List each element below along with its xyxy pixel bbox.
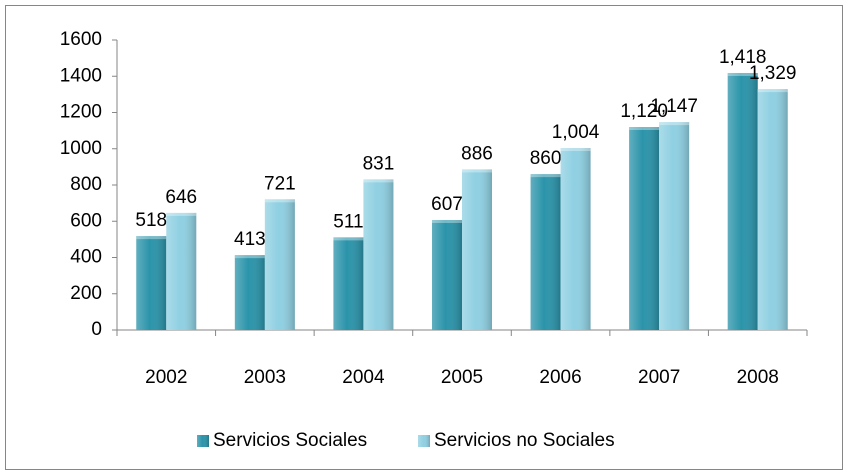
x-tick-label: 2003: [244, 367, 286, 388]
bar-top: [727, 72, 758, 76]
value-label: 1,329: [749, 63, 797, 84]
value-label: 1,147: [650, 96, 698, 117]
bar-top: [166, 212, 197, 216]
value-label: 860: [530, 148, 562, 169]
legend-swatch-shade: [418, 435, 430, 447]
bar-top: [264, 199, 295, 203]
bar-shade: [530, 174, 561, 330]
bar-top: [659, 122, 690, 126]
bar-shade: [166, 212, 197, 330]
y-tick-label: 200: [70, 283, 102, 304]
bar-top: [363, 179, 394, 183]
y-tick-label: 1200: [60, 102, 102, 123]
bar-top: [757, 89, 788, 93]
bar-shade: [333, 237, 364, 330]
value-label: 1,120: [620, 101, 668, 122]
value-label: 607: [431, 194, 463, 215]
bar-top: [333, 237, 364, 241]
bar-shade: [136, 236, 167, 330]
bar-shade: [629, 127, 660, 330]
value-label: 413: [234, 229, 266, 250]
bar-top: [432, 219, 462, 223]
bar-shade: [727, 72, 758, 331]
value-label: 1,418: [719, 47, 767, 68]
bar-shade: [234, 255, 265, 330]
y-tick-label: 1400: [60, 65, 102, 86]
value-label: 831: [363, 153, 395, 174]
x-tick-label: 2002: [145, 367, 187, 388]
bar-top: [560, 148, 591, 152]
value-label: 721: [264, 173, 296, 194]
legend-swatch-shade: [197, 435, 209, 447]
bar-shade: [757, 89, 788, 331]
legend-label: Servicios Sociales: [213, 430, 367, 451]
value-label: 511: [333, 211, 363, 232]
x-tick-label: 2007: [638, 367, 680, 388]
x-tick-label: 2008: [737, 367, 779, 388]
bar-shade: [462, 169, 492, 330]
bar-top: [530, 174, 561, 178]
bar-top: [462, 169, 492, 173]
y-tick-label: 0: [91, 319, 102, 340]
bar-shade: [560, 148, 591, 330]
x-tick-label: 2005: [441, 367, 483, 388]
bar-top: [629, 127, 660, 130]
bar-shade: [659, 122, 690, 330]
y-tick-label: 600: [70, 210, 102, 231]
bar-top: [234, 255, 265, 259]
x-tick-label: 2006: [539, 367, 581, 388]
bar-shade: [264, 199, 295, 330]
value-label: 1,004: [552, 122, 600, 143]
chart-border: [5, 5, 843, 470]
y-tick-label: 1600: [60, 29, 102, 50]
legend-label: Servicios no Sociales: [434, 430, 615, 451]
value-label: 886: [461, 143, 493, 164]
value-label: 646: [165, 187, 197, 208]
value-label: 518: [135, 210, 167, 231]
bar-shade: [363, 179, 394, 330]
bar-shade: [432, 219, 462, 330]
bar-top: [136, 236, 167, 240]
y-tick-label: 1000: [60, 138, 102, 159]
y-tick-label: 400: [70, 247, 102, 268]
x-tick-label: 2004: [342, 367, 385, 388]
y-tick-label: 800: [70, 174, 102, 195]
